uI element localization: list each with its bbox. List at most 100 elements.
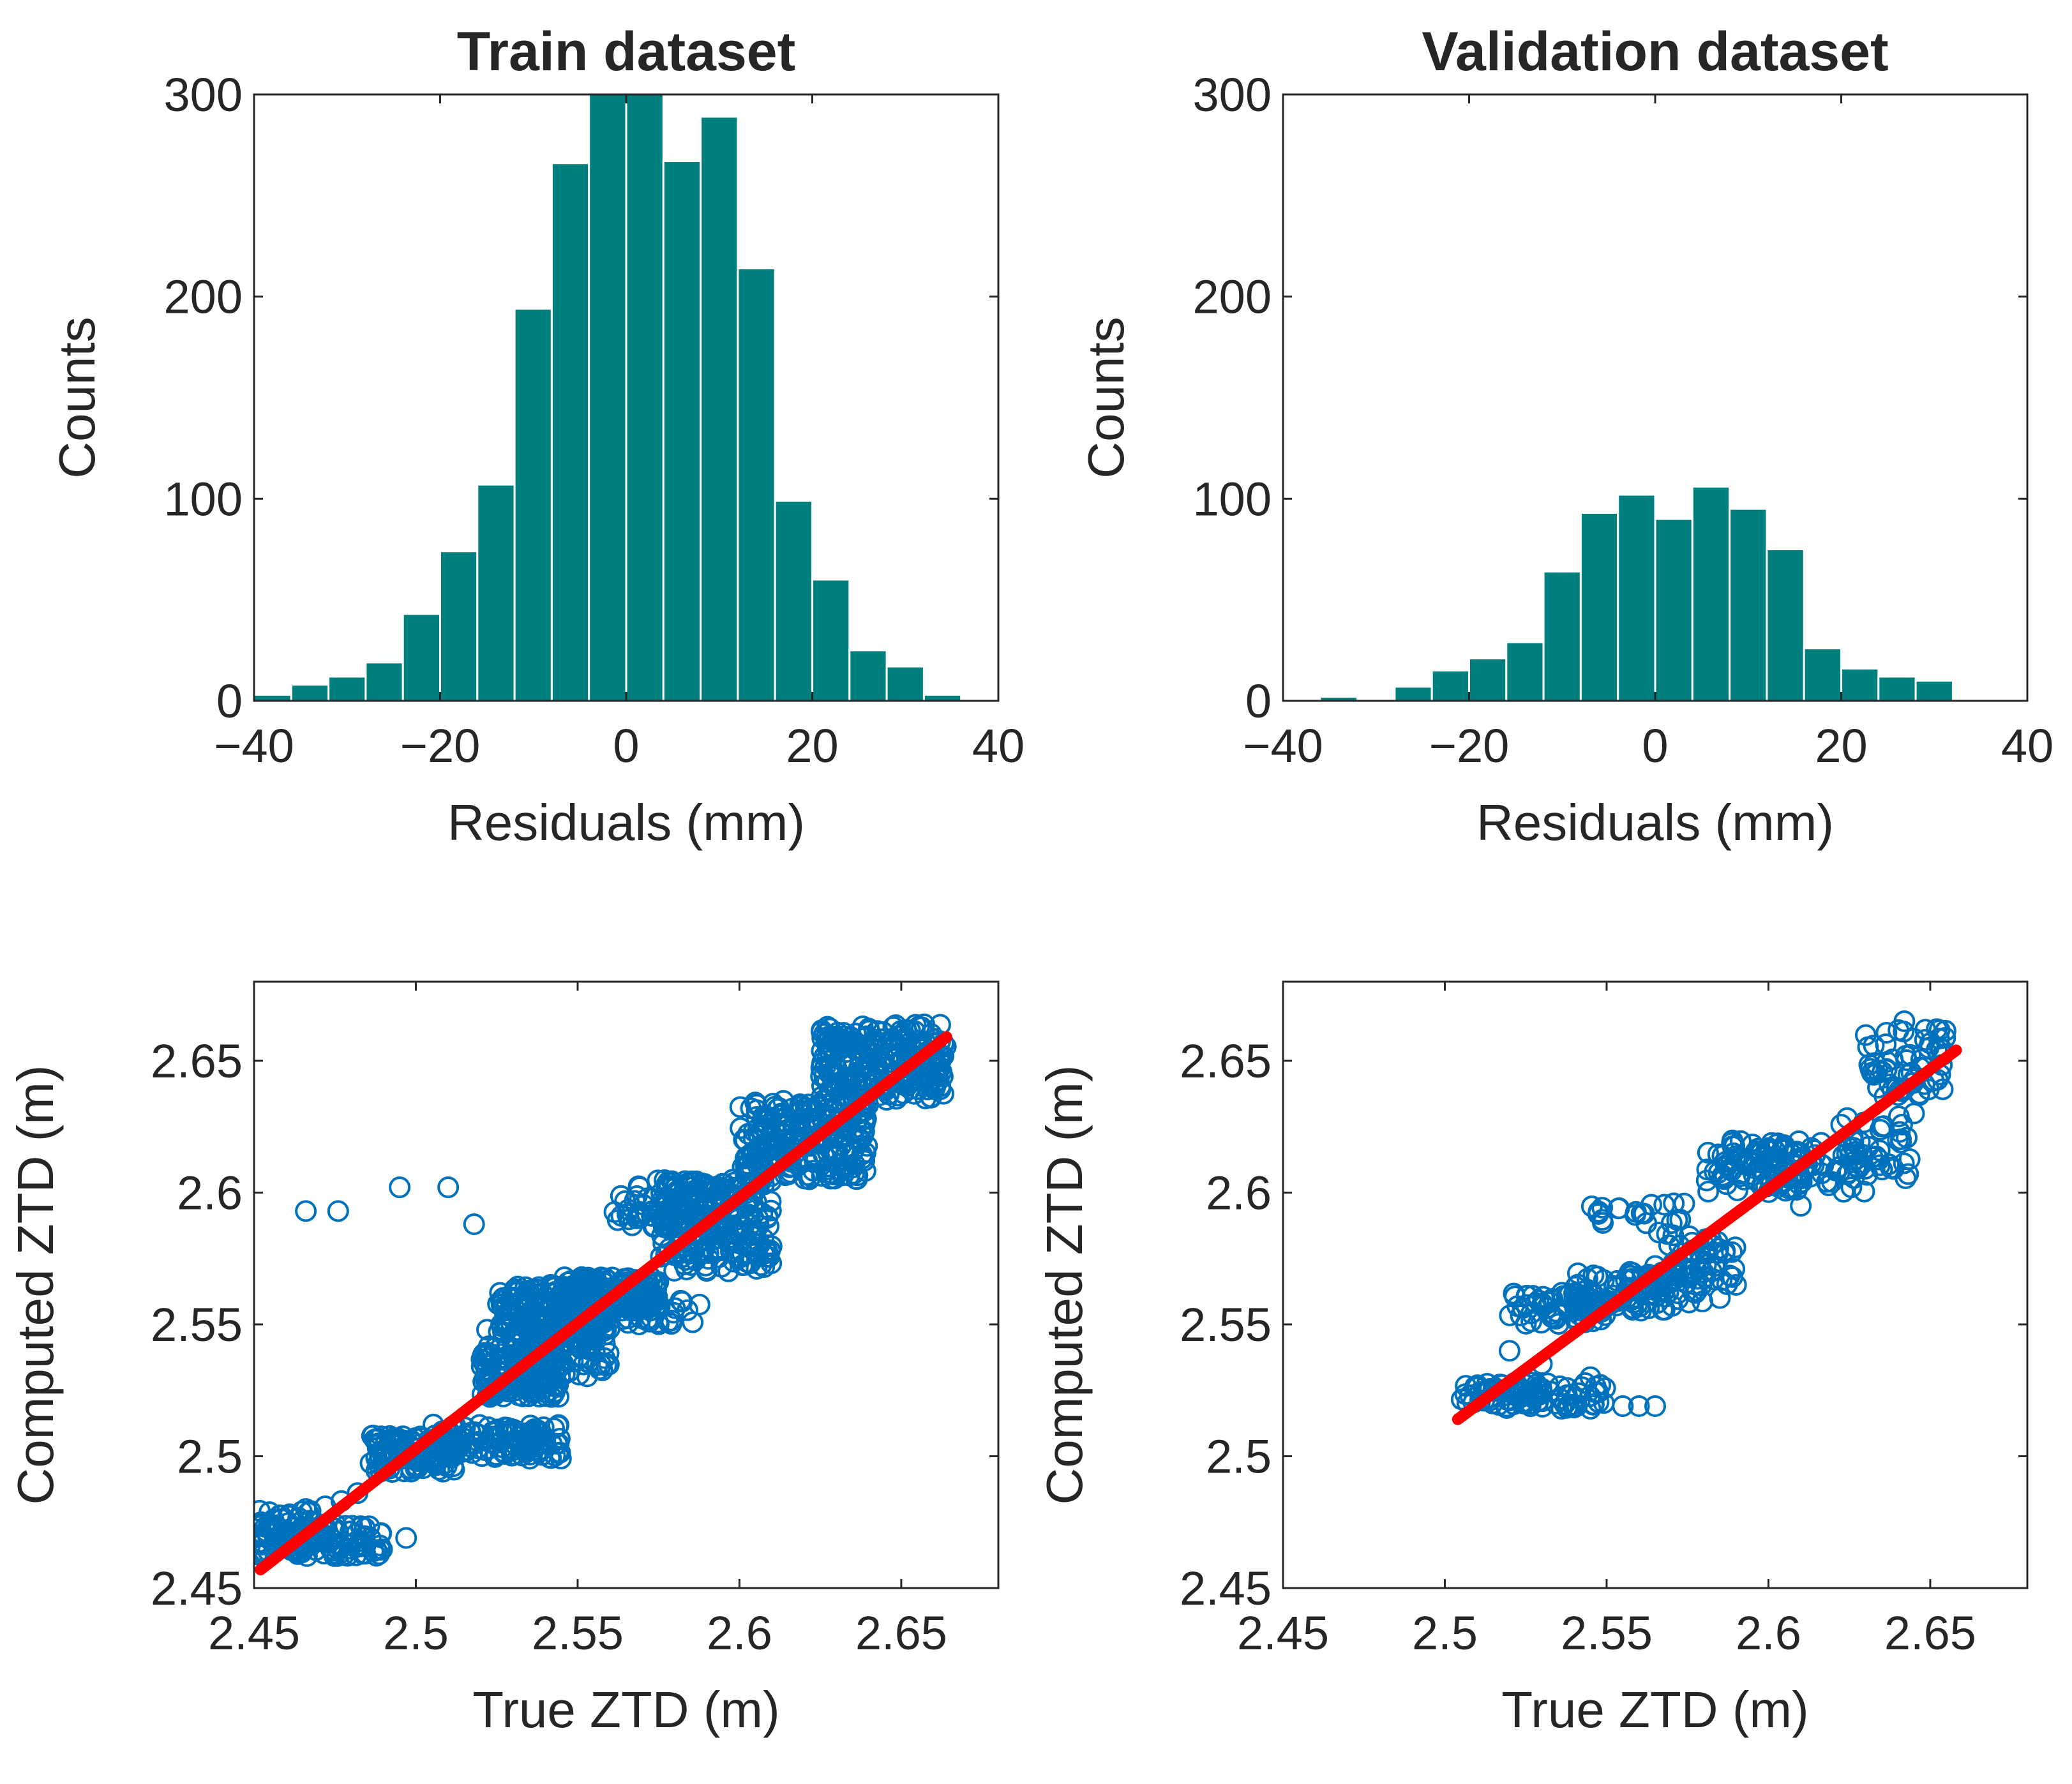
- histogram-bar: [811, 578, 851, 701]
- scatter-point: [749, 1146, 771, 1168]
- scatter-point: [647, 1313, 670, 1335]
- histogram-bar: [550, 162, 590, 701]
- scatter-point: [1896, 1127, 1918, 1149]
- scatter-point: [1703, 1255, 1725, 1277]
- y-tick-label: 200: [164, 271, 243, 324]
- scatter-point: [543, 1417, 566, 1439]
- scatter-point: [1663, 1192, 1685, 1215]
- scatter-point: [525, 1287, 547, 1309]
- x-tick-label: 2.6: [1736, 1607, 1801, 1660]
- scatter-point: [723, 1171, 746, 1194]
- scatter-point: [1450, 1388, 1473, 1411]
- scatter-point: [1853, 1180, 1875, 1203]
- scatter-point: [921, 1069, 943, 1091]
- histogram-bar: [476, 483, 516, 701]
- scatter-point: [370, 1539, 392, 1561]
- scatter-point: [1768, 1150, 1790, 1173]
- scatter-point: [476, 1319, 499, 1341]
- x-axis-label: True ZTD (m): [472, 1681, 779, 1738]
- scatter-point: [295, 1200, 317, 1222]
- scatter-point: [760, 1235, 783, 1257]
- scatter-point: [290, 1501, 313, 1523]
- y-tick-label: 2.45: [151, 1562, 243, 1615]
- histogram-bar: [1729, 507, 1768, 701]
- scatter-point: [793, 1113, 816, 1135]
- scatter-point: [1875, 1033, 1897, 1056]
- scatter-point: [490, 1430, 513, 1453]
- scatter-point: [550, 1448, 572, 1470]
- scatter-point: [873, 1046, 895, 1068]
- scatter-point: [1707, 1242, 1729, 1264]
- histogram-bar: [1654, 518, 1693, 701]
- scatter-point: [810, 1057, 832, 1079]
- axes-box: [253, 980, 1000, 1589]
- scatter-point: [698, 1177, 721, 1199]
- scatter-point: [1580, 1195, 1603, 1217]
- scatter-point: [630, 1205, 652, 1227]
- scatter-point: [1628, 1395, 1650, 1417]
- scatter-point: [755, 1106, 777, 1128]
- scatter-point: [753, 1116, 775, 1138]
- scatter-point: [576, 1365, 598, 1388]
- y-tick-label: 2.6: [1206, 1166, 1272, 1219]
- plot-area: [254, 94, 963, 701]
- scatter-point: [1851, 1143, 1873, 1166]
- histogram-bar: [662, 160, 702, 701]
- scatter-point: [772, 1090, 795, 1112]
- scatter-point: [527, 1440, 550, 1462]
- scatter-point: [666, 1215, 688, 1237]
- y-tick-label: 2.55: [1180, 1298, 1272, 1351]
- y-tick-label: 2.5: [1206, 1430, 1272, 1483]
- x-tick-label: −20: [400, 719, 481, 772]
- scatter-point: [753, 1256, 776, 1278]
- scatter-point: [655, 1190, 677, 1212]
- train-histogram-panel: −40 −20 0 20 40 0 100 200 300 Residuals (mm) Count…: [49, 21, 1025, 851]
- scatter-point: [1893, 1010, 1916, 1032]
- scatter-point: [850, 1060, 873, 1082]
- scatter-point: [1531, 1381, 1553, 1403]
- y-tick-label: 2.65: [151, 1035, 243, 1088]
- scatter-point: [1725, 1274, 1747, 1296]
- scatter-point: [1498, 1340, 1520, 1362]
- scatter-point: [612, 1308, 634, 1330]
- histogram-bar: [513, 308, 553, 701]
- scatter-point: [1702, 1268, 1725, 1291]
- histogram-bar: [1579, 512, 1619, 701]
- y-tick-label: 0: [216, 675, 243, 728]
- x-axis-label: True ZTD (m): [1501, 1681, 1808, 1738]
- chart-title: Train dataset: [457, 21, 796, 82]
- scatter-point: [730, 1117, 752, 1139]
- x-tick-label: 40: [2001, 719, 2053, 772]
- histogram-bar: [327, 675, 367, 701]
- scatter-point: [1903, 1102, 1925, 1125]
- scatter-point: [344, 1536, 366, 1559]
- x-tick-label: 20: [786, 719, 838, 772]
- x-tick-label: 0: [613, 719, 639, 772]
- scatter-point: [855, 1056, 878, 1078]
- x-tick-label: 2.55: [532, 1607, 624, 1660]
- axes-box: [1282, 980, 2029, 1589]
- scatter-point: [843, 1139, 865, 1161]
- scatter-point: [1709, 1287, 1731, 1309]
- x-tick-label: 2.5: [1412, 1607, 1478, 1660]
- scatter-point: [566, 1287, 589, 1309]
- scatter-point: [1780, 1143, 1803, 1165]
- scatter-point: [1817, 1174, 1840, 1197]
- scatter-point: [584, 1329, 606, 1351]
- scatter-point: [1875, 1058, 1898, 1080]
- y-tick-label: 2.5: [177, 1430, 243, 1483]
- histogram-bar: [885, 665, 925, 701]
- scatter-point: [1496, 1397, 1518, 1420]
- histogram-bar: [848, 649, 888, 701]
- plot-area: [254, 1013, 957, 1576]
- histogram-bar: [1877, 675, 1917, 701]
- x-tick-label: 2.45: [208, 1607, 300, 1660]
- histogram-bar: [402, 613, 442, 701]
- histogram-bar: [290, 684, 330, 701]
- scatter-point: [661, 1170, 683, 1192]
- scatter-point: [852, 1016, 874, 1038]
- scatter-point: [1503, 1282, 1525, 1305]
- scatter-point: [753, 1140, 776, 1162]
- y-axis-label: Counts: [1077, 317, 1134, 478]
